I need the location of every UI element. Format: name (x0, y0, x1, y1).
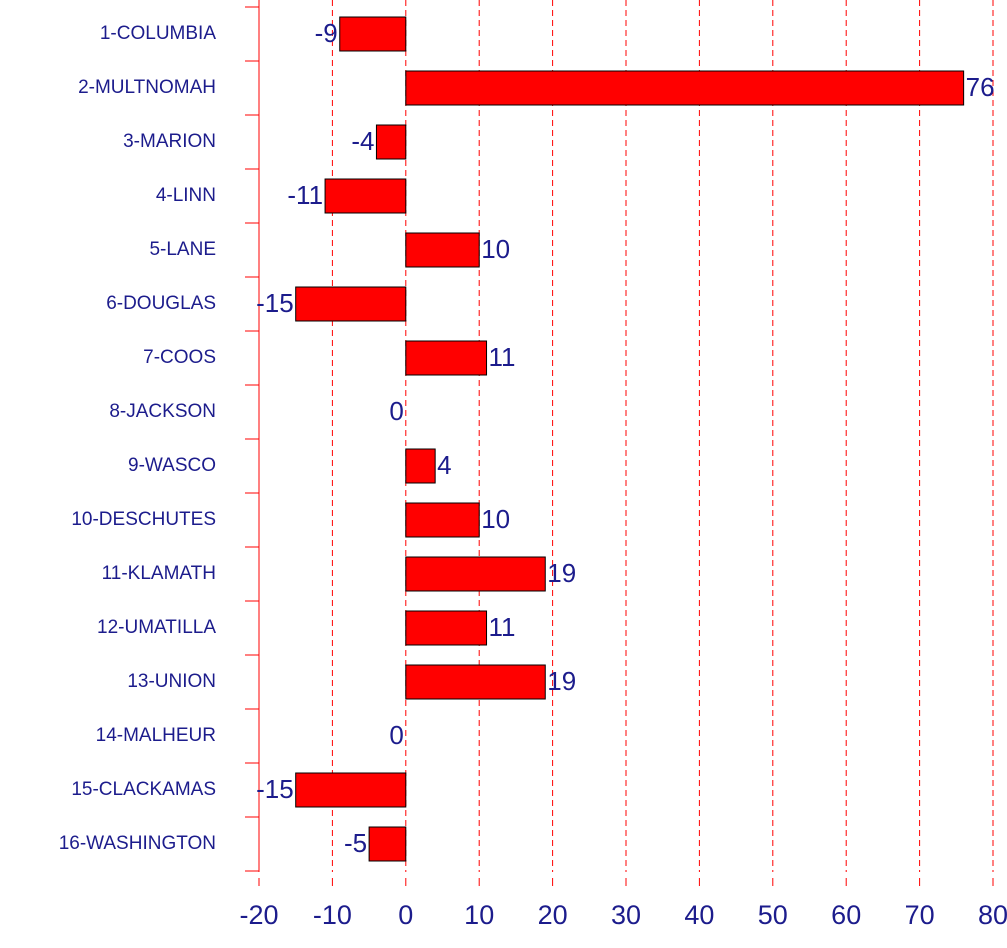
value-label: 4 (437, 450, 451, 480)
y-tick-label: 10-DESCHUTES (71, 509, 216, 530)
x-tick-label: 20 (538, 900, 568, 930)
y-tick-label: 5-LANE (149, 239, 216, 260)
value-label: 10 (481, 234, 510, 264)
bar (405, 232, 480, 268)
value-label: 11 (489, 612, 516, 642)
bar (405, 610, 488, 646)
y-tick-label: 4-LINN (156, 185, 216, 206)
y-tick-label: 15-CLACKAMAS (71, 779, 216, 800)
value-label: -5 (344, 828, 367, 858)
value-label: -4 (351, 126, 374, 156)
y-tick-label: 13-UNION (127, 671, 216, 692)
bar (339, 16, 407, 52)
value-label: 76 (966, 72, 995, 102)
value-label: 19 (547, 666, 576, 696)
y-tick-label: 7-COOS (143, 347, 216, 368)
x-tick-label: 10 (464, 900, 494, 930)
bar (375, 124, 407, 160)
y-tick-label: 9-WASCO (128, 455, 216, 476)
value-label: 0 (389, 396, 403, 426)
x-tick-label: -10 (313, 900, 352, 930)
bar (405, 340, 488, 376)
y-tick-label: 1-COLUMBIA (100, 23, 216, 44)
value-label: -15 (256, 774, 294, 804)
bar (405, 502, 480, 538)
bar (324, 178, 407, 214)
value-label: -15 (256, 288, 294, 318)
value-label: 11 (489, 342, 516, 372)
y-tick-label: 16-WASHINGTON (59, 833, 216, 854)
x-tick-label: 40 (684, 900, 714, 930)
x-tick-label: 30 (611, 900, 641, 930)
value-label: -11 (287, 180, 323, 210)
y-tick-label: 2-MULTNOMAH (78, 77, 216, 98)
x-tick-label: 60 (831, 900, 861, 930)
bar (295, 286, 407, 322)
bar (405, 70, 965, 106)
y-tick-label: 14-MALHEUR (96, 725, 216, 746)
value-label: 0 (389, 720, 403, 750)
bar (368, 826, 407, 862)
x-tick-label: 70 (905, 900, 935, 930)
value-label: -9 (315, 18, 338, 48)
value-label: 19 (547, 558, 576, 588)
x-tick-label: 0 (398, 900, 413, 930)
y-tick-label: 3-MARION (123, 131, 216, 152)
y-tick-label: 12-UMATILLA (97, 617, 216, 638)
y-tick-label: 8-JACKSON (109, 401, 216, 422)
bar (295, 772, 407, 808)
value-label: 10 (481, 504, 510, 534)
y-tick-label: 11-KLAMATH (102, 563, 216, 584)
bar (405, 448, 436, 484)
x-tick-label: 80 (978, 900, 1007, 930)
x-tick-label: -20 (239, 900, 278, 930)
bar (405, 556, 546, 592)
y-tick-label: 6-DOUGLAS (106, 293, 216, 314)
x-tick-label: 50 (758, 900, 788, 930)
bar (405, 664, 546, 700)
